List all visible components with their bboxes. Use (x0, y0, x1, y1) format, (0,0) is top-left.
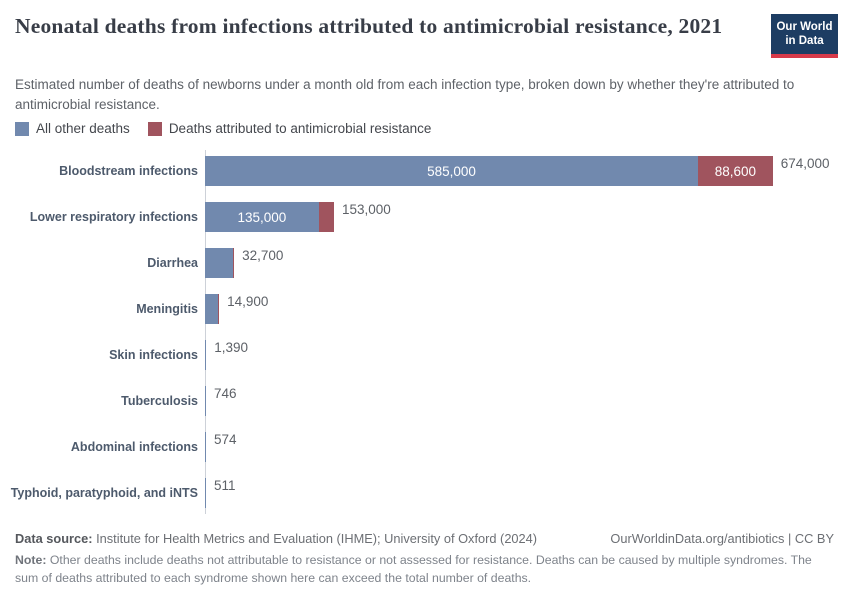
bar-group: 746 (205, 386, 237, 416)
bar-segment-other-deaths[interactable] (205, 340, 207, 370)
category-label: Meningitis (136, 302, 198, 316)
bar-segment-other-deaths[interactable]: 135,000 (205, 202, 319, 232)
bar-total-label: 674,000 (780, 156, 830, 171)
chart-row: Skin infections 1,390 (0, 340, 850, 370)
chart-row: Tuberculosis 746 (0, 386, 850, 416)
data-source-label: Data source: (15, 531, 93, 546)
category-label: Diarrhea (147, 256, 198, 270)
bar-total-label: 1,390 (214, 340, 248, 355)
bar-segment-amr-deaths[interactable] (318, 202, 334, 232)
category-label: Tuberculosis (121, 394, 198, 408)
bar-total-label: 511 (214, 478, 236, 493)
bar-group: 14,900 (205, 294, 268, 324)
bar-total-label: 746 (214, 386, 237, 401)
bar-group: 574 (205, 432, 237, 462)
owid-url-link[interactable]: OurWorldinData.org/antibiotics | CC BY (610, 531, 834, 546)
legend-label: Deaths attributed to antimicrobial resis… (168, 121, 432, 136)
bar-total-label: 153,000 (341, 202, 391, 217)
category-label: Lower respiratory infections (29, 210, 198, 224)
legend-swatch-blue-icon (15, 121, 29, 136)
category-label: Typhoid, paratyphoid, and iNTS (10, 486, 198, 500)
bar-total-label: 14,900 (227, 294, 269, 309)
category-label: Abdominal infections (70, 440, 198, 454)
page-title: Neonatal deaths from infections attribut… (15, 14, 723, 38)
owid-logo[interactable]: Our World in Data (771, 14, 838, 58)
footer-source-row: Data source: Institute for Health Metric… (15, 531, 834, 546)
owid-logo-line1: Our World (776, 21, 833, 33)
chart-row: Typhoid, paratyphoid, and iNTS 511 (0, 478, 850, 508)
bar-segment-amr-deaths[interactable] (217, 294, 220, 324)
bar-chart: Bloodstream infections 585,000 88,600 674,0… (0, 150, 850, 524)
bar-segment-amr-deaths[interactable] (232, 248, 235, 278)
bar-group: 1,390 (205, 340, 248, 370)
bar-segment-amr-deaths[interactable]: 88,600 (698, 156, 773, 186)
bar-total-label: 574 (214, 432, 237, 447)
legend-swatch-red-icon (147, 121, 162, 136)
bar-segment-other-deaths[interactable] (205, 294, 218, 324)
chart-row: Bloodstream infections 585,000 88,600 674,0… (0, 156, 850, 186)
bar-group: 585,000 88,600 674,000 (205, 156, 830, 186)
chart-row: Lower respiratory infections 135,000 153,0… (0, 202, 850, 232)
bar-segment-other-deaths[interactable] (205, 478, 206, 508)
bar-group: 135,000 153,000 (205, 202, 391, 232)
bar-segment-other-deaths[interactable] (205, 432, 206, 462)
chart-row: Abdominal infections 574 (0, 432, 850, 462)
footer-note: Note: Other deaths include deaths not at… (15, 553, 812, 585)
chart-row: Diarrhea 32,700 (0, 248, 850, 278)
chart-subtitle: Estimated number of deaths of newborns u… (15, 77, 795, 113)
bar-group: 511 (205, 478, 236, 508)
data-source-text: Data source: Institute for Health Metric… (15, 531, 538, 546)
legend: All other deaths Deaths attributed to an… (15, 121, 431, 136)
note-label: Note: (15, 553, 47, 567)
legend-item-amr-deaths[interactable]: Deaths attributed to antimicrobial resis… (147, 121, 432, 136)
bar-segment-other-deaths[interactable]: 585,000 (205, 156, 698, 186)
bar-segment-other-deaths[interactable] (205, 386, 206, 416)
legend-label: All other deaths (36, 121, 130, 136)
chart-row: Meningitis 14,900 (0, 294, 850, 324)
category-label: Skin infections (109, 348, 198, 362)
bar-segment-other-deaths[interactable] (205, 248, 233, 278)
bar-group: 32,700 (205, 248, 283, 278)
owid-logo-line2: in Data (785, 35, 824, 48)
bar-total-label: 32,700 (242, 248, 284, 263)
legend-item-other-deaths[interactable]: All other deaths (15, 121, 130, 136)
y-axis-line (205, 150, 206, 514)
category-label: Bloodstream infections (59, 164, 198, 178)
